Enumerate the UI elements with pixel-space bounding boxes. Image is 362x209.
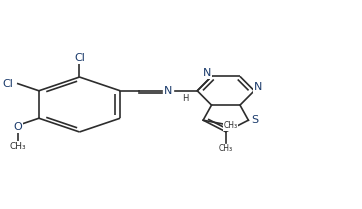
Text: H: H: [182, 94, 189, 103]
Text: CH₃: CH₃: [9, 142, 26, 151]
Text: N: N: [203, 68, 211, 78]
Text: N: N: [164, 86, 172, 96]
Text: N: N: [254, 82, 262, 92]
Text: CH₃: CH₃: [223, 121, 237, 130]
Text: CH₃: CH₃: [219, 144, 233, 153]
Text: Cl: Cl: [2, 79, 13, 89]
Text: S: S: [251, 115, 258, 125]
Text: Cl: Cl: [74, 53, 85, 63]
Text: O: O: [13, 122, 22, 132]
